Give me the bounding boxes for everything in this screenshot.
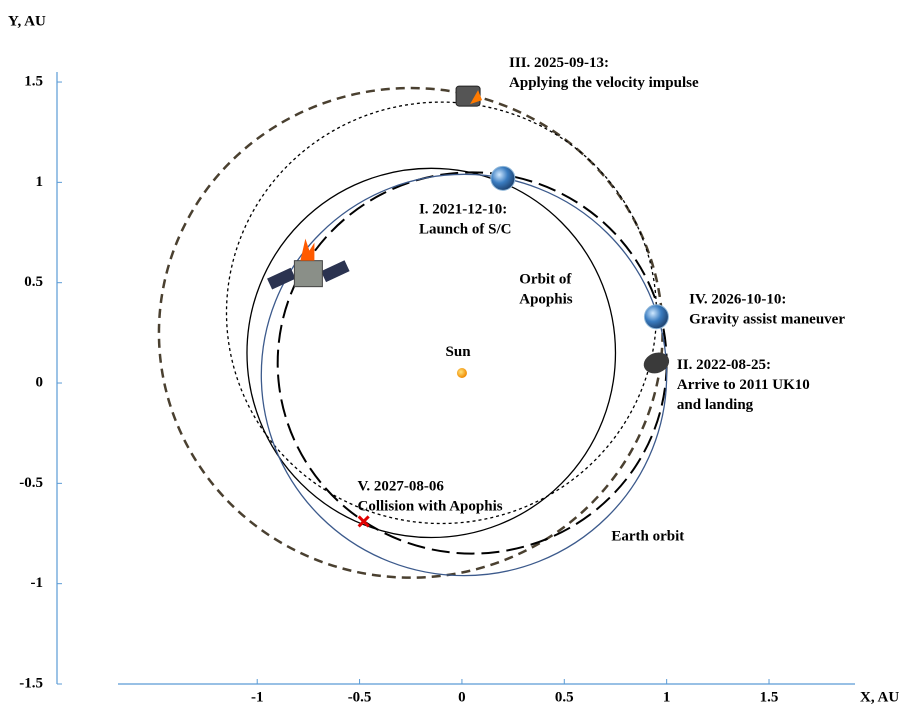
chart: Y, AU X, AU -1.5 -1 -0.5 0 0.5 1 1.5 -1 -0.5 0 0.5… bbox=[0, 0, 913, 706]
annotation: II. 2022-08-25: Arrive to 2011 UK10 and la… bbox=[677, 357, 810, 413]
annotation: Orbit of Apophis bbox=[519, 272, 573, 308]
y-tick-label: 1 bbox=[36, 174, 44, 190]
annotation: IV. 2026-10-10: Gravity assist maneuver bbox=[689, 292, 845, 328]
spacecraft-body bbox=[294, 261, 322, 287]
orbit bbox=[227, 102, 657, 523]
y-tick-label: -1 bbox=[31, 575, 44, 591]
earth bbox=[491, 166, 515, 190]
annotation-line: Collision with Apophis bbox=[358, 499, 503, 515]
annotation: I. 2021-12-10: Launch of S/C bbox=[419, 202, 512, 238]
annotation-line: Gravity assist maneuver bbox=[689, 312, 845, 328]
annotation-line: IV. 2026-10-10: bbox=[689, 292, 786, 308]
sun bbox=[457, 368, 467, 378]
annotation-line: Applying the velocity impulse bbox=[509, 75, 699, 91]
y-tick-label: 1.5 bbox=[24, 73, 43, 89]
x-tick-label: 0.5 bbox=[555, 689, 574, 705]
annotation-line: Sun bbox=[446, 344, 472, 360]
y-tick-label: -0.5 bbox=[19, 475, 43, 491]
earth bbox=[644, 305, 668, 329]
x-tick-label: 0 bbox=[458, 689, 466, 705]
solar-panel bbox=[321, 260, 350, 282]
annotation: Sun bbox=[446, 344, 472, 360]
x-tick-label: 1 bbox=[663, 689, 671, 705]
annotation-line: II. 2022-08-25: bbox=[677, 357, 771, 373]
spacecraft bbox=[456, 86, 482, 106]
annotation-line: Arrive to 2011 UK10 bbox=[677, 377, 810, 393]
y-axis-label: Y, AU bbox=[8, 13, 46, 29]
x-tick-label: -0.5 bbox=[348, 689, 372, 705]
annotation-line: Apophis bbox=[519, 292, 573, 308]
annotation-line: and landing bbox=[677, 397, 754, 413]
y-tick-label: -1.5 bbox=[19, 675, 43, 691]
annotation: V. 2027-08-06 Collision with Apophis bbox=[358, 479, 503, 515]
y-tick-label: 0 bbox=[36, 374, 44, 390]
y-tick-label: 0.5 bbox=[24, 274, 43, 290]
annotation: III. 2025-09-13: Applying the velocity im… bbox=[509, 55, 699, 91]
x-tick-label: -1 bbox=[251, 689, 264, 705]
annotation-line: Launch of S/C bbox=[419, 222, 512, 238]
annotation-line: V. 2027-08-06 bbox=[358, 479, 445, 495]
annotation-line: III. 2025-09-13: bbox=[509, 55, 609, 71]
annotation-line: Earth orbit bbox=[611, 529, 684, 545]
x-axis-label: X, AU bbox=[860, 689, 899, 705]
solar-panel bbox=[267, 268, 296, 290]
annotation-line: Orbit of bbox=[519, 272, 572, 288]
annotation-line: I. 2021-12-10: bbox=[419, 202, 507, 218]
annotation: Earth orbit bbox=[611, 529, 684, 545]
x-tick-label: 1.5 bbox=[760, 689, 779, 705]
